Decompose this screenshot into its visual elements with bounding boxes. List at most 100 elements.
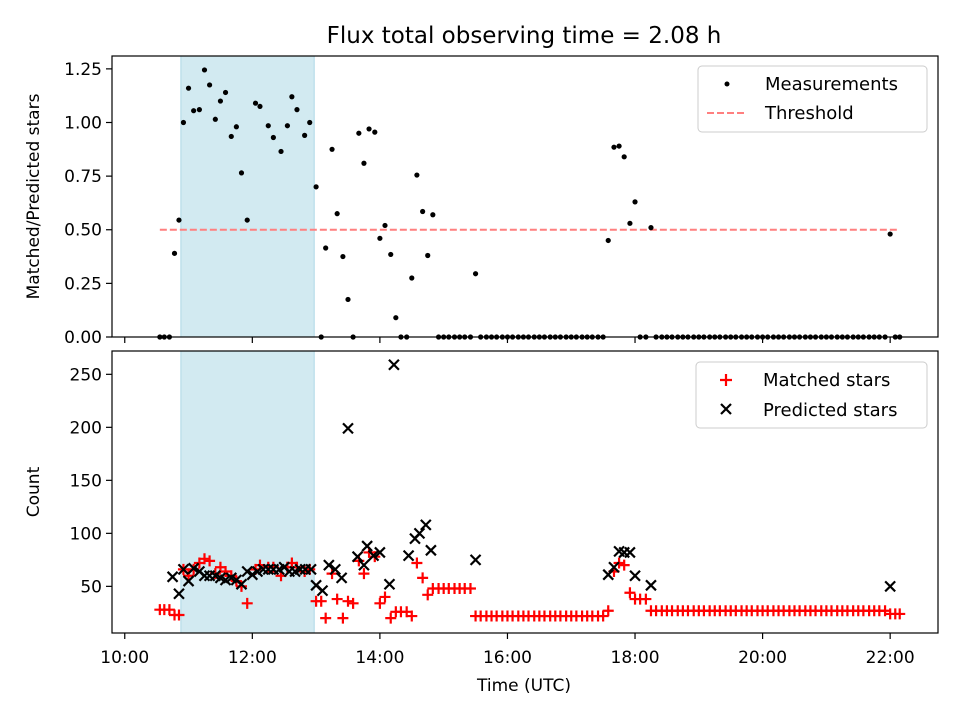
matched-stars-point [342,595,354,607]
x-tick-label: 16:00 [483,648,532,668]
top-legend-box [697,65,928,133]
predicted-stars-point [469,554,482,566]
y-tick-label: 0.00 [64,328,102,348]
measurements-point [196,107,202,113]
matched-stars-point [198,553,210,565]
legend-predicted-label: Predicted stars [763,400,897,421]
y-tick-label: 50 [80,577,102,597]
measurements-point [616,143,622,149]
measurements-point [377,235,383,241]
predicted-stars-point [884,580,896,593]
measurements-point [289,94,295,100]
measurements-point [393,315,399,321]
measurements-point [278,148,284,155]
measurements-point [307,119,313,126]
top-highlight-span [180,55,315,338]
y-tick-label: 250 [70,365,102,385]
predicted-stars-point [241,565,253,578]
predicted-stars-point [173,587,185,600]
measurements-point [472,271,479,277]
x-axis-label: Time (UTC) [476,676,571,696]
measurements-point [621,154,627,160]
y-tick-label: 0.50 [64,221,102,241]
measurements-point [329,146,335,152]
legend-measurements-marker [724,81,730,87]
measurements-point [176,217,182,223]
matched-stars-point [163,604,175,616]
legend-matched-label: Matched stars [763,370,890,391]
predicted-stars-point [374,546,386,559]
matched-stars-point [374,597,386,609]
y-tick-label: 1.00 [64,113,102,133]
measurements-point [409,275,415,281]
top-legend: Measurements Threshold [697,65,928,133]
bottom-legend: Matched stars Predicted stars [695,361,928,429]
x-tick-label: 12:00 [228,648,277,668]
bottom-y-axis-label: Count [24,466,44,517]
measurements-point [605,237,611,244]
predicted-stars-point [182,575,195,587]
predicted-stars-point [602,568,615,581]
matched-stars-point [315,595,327,607]
legend-predicted-marker [720,403,732,415]
measurements-point [201,67,208,73]
top-y-axis-label: Matched/Predicted stars [24,93,44,299]
matched-stars-point [640,593,652,605]
bottom-highlight-span [180,350,315,634]
measurements-point [632,199,638,205]
predicted-stars-point [198,569,211,582]
predicted-stars-point [246,568,259,581]
matched-stars-point [417,572,429,584]
measurements-point [206,82,213,88]
matched-stars-point [337,612,349,624]
bottom-legend-box [695,361,928,429]
predicted-stars-point [383,578,396,591]
measurements-point [265,123,271,129]
measurements-point [191,108,197,114]
predicted-stars-point [629,569,641,582]
predicted-stars-point [294,563,306,576]
matched-stars-point [358,568,370,580]
top-axes-frame [111,55,939,338]
bottom-axes-frame [111,350,939,634]
measurements-point [648,225,654,231]
measurements-point [887,231,893,237]
measurements-point [361,160,367,166]
bottom-ticks: 50 100 150 200 250 10:00 12:00 14:00 16:00 18:00 2… [70,365,915,668]
measurements-point [217,98,224,104]
predicted-stars-point [177,563,190,576]
x-tick-label: 18:00 [611,648,660,668]
matched-stars-point [624,587,636,599]
measurements-point [414,172,420,178]
legend-threshold-label: Threshold [764,103,854,124]
measurements-point [185,85,192,91]
measurements-point [284,123,291,129]
measurements-point [425,252,431,259]
predicted-stars-point [335,572,348,584]
measurements-point [356,130,362,136]
matched-stars-point [220,566,232,578]
x-tick-label: 10:00 [100,648,149,668]
bottom-panel: 50 100 150 200 250 10:00 12:00 14:00 16:00 18:00 2… [24,350,939,696]
measurements-point [611,144,617,150]
predicted-stars-point [420,519,432,531]
legend-matched-marker [720,374,732,386]
x-tick-label: 22:00 [866,648,915,668]
x-tick-label: 14:00 [355,648,404,668]
predicted-stars-point [402,549,415,562]
matched-stars-point [320,612,332,624]
predicted-stars-point [235,578,248,591]
y-tick-label: 150 [70,471,102,491]
matched-stars-point [597,610,609,622]
measurements-point [382,222,388,229]
measurements-point [238,170,245,176]
predicted-stars-point [361,540,373,552]
predicted-stars-point [608,561,620,574]
measurements-point [345,296,351,303]
measurements-point [222,89,229,96]
measurements-point [323,245,329,251]
measurements-point [334,211,340,217]
measurements-point [171,250,178,256]
measurements-point [430,212,436,218]
measurements-point [366,126,372,132]
